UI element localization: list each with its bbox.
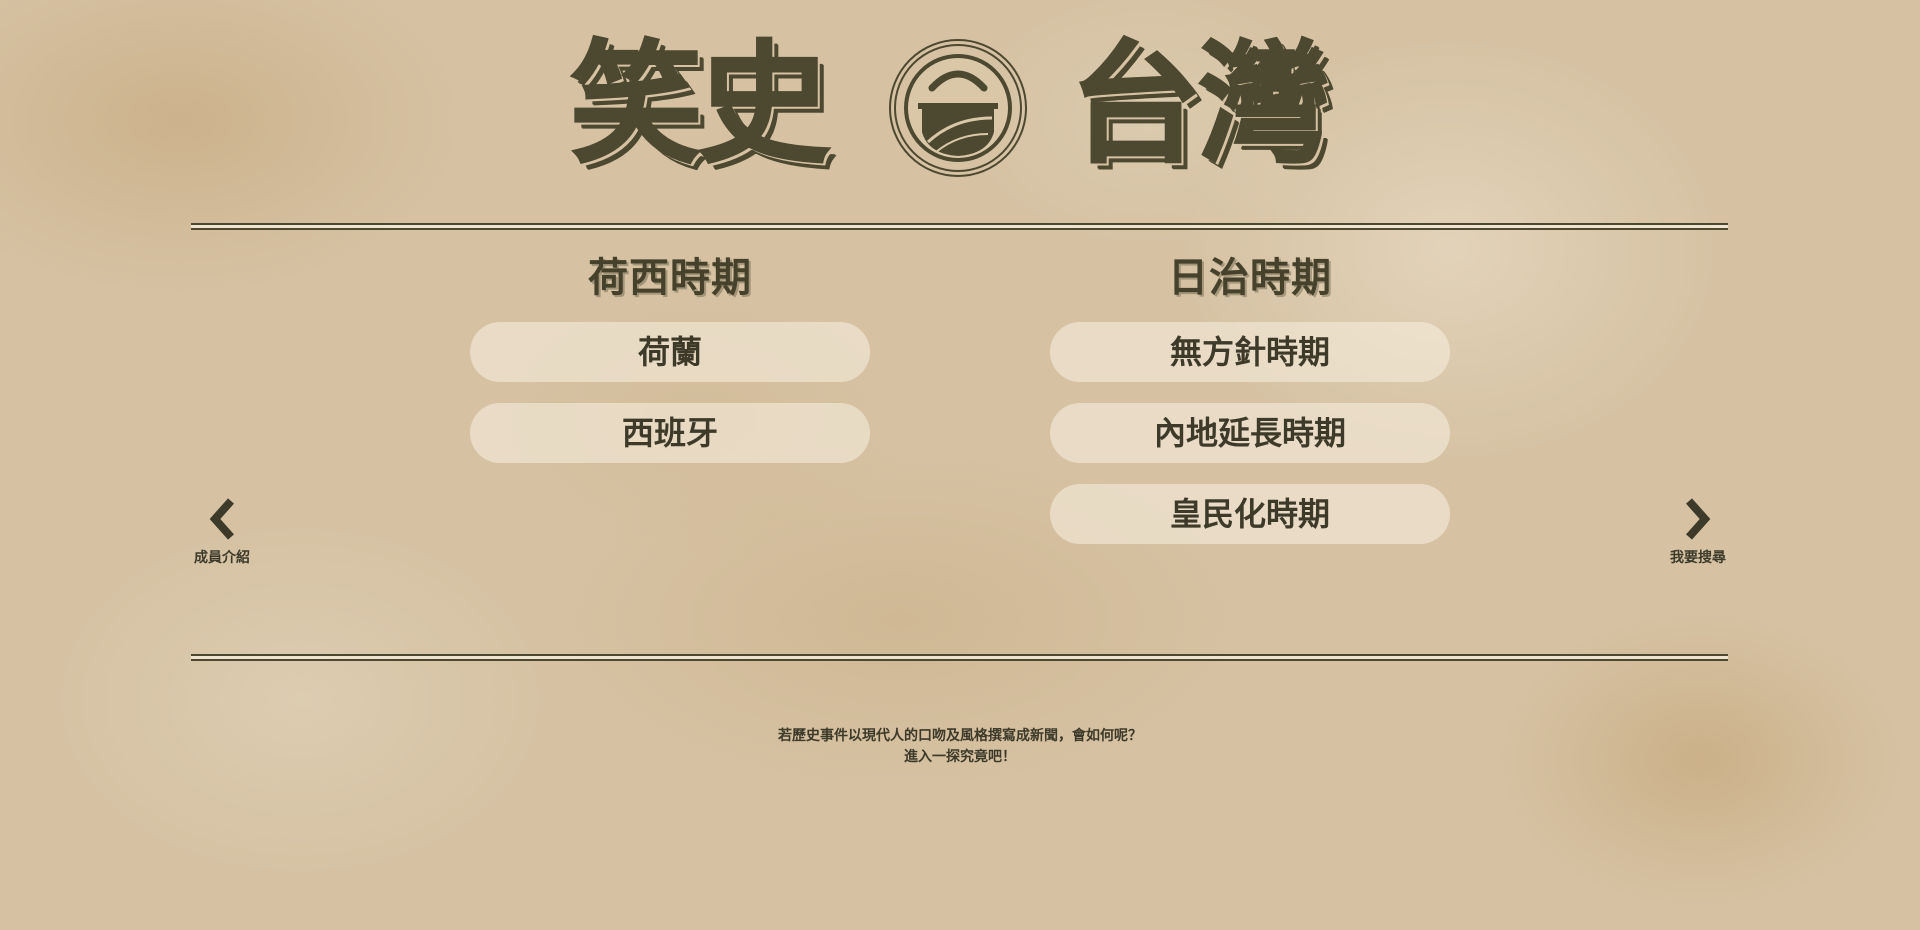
logo-text-left: 笑史 xyxy=(569,28,831,182)
tagline-line-2: 進入一探究竟吧！ xyxy=(904,749,1016,765)
era-title: 荷西時期 xyxy=(588,255,752,301)
logo-text-right: 台灣 xyxy=(1069,28,1331,182)
top-divider xyxy=(191,223,1728,230)
taiwan-emblem-icon xyxy=(889,39,1027,177)
era-title: 日治時期 xyxy=(1168,255,1332,301)
era-column-japanese-rule: 日治時期 無方針時期 內地延長時期 皇民化時期 xyxy=(1050,250,1450,565)
era-item-kominka-period[interactable]: 皇民化時期 xyxy=(1050,484,1450,544)
bottom-divider xyxy=(191,654,1728,661)
chevron-left-icon xyxy=(209,498,234,540)
prev-members-link[interactable]: 成員介紹 xyxy=(182,497,262,567)
era-item-no-policy-period[interactable]: 無方針時期 xyxy=(1050,322,1450,382)
era-item-homeland-extension-period[interactable]: 內地延長時期 xyxy=(1050,403,1450,463)
era-item-spain[interactable]: 西班牙 xyxy=(470,403,870,463)
next-search-link[interactable]: 我要搜尋 xyxy=(1658,497,1738,567)
chevron-right-icon xyxy=(1686,498,1711,540)
prev-nav-label: 成員介紹 xyxy=(194,550,250,566)
era-column-dutch-spanish: 荷西時期 荷蘭 西班牙 xyxy=(470,250,870,484)
site-logo[interactable]: 笑史 台灣 xyxy=(569,28,1350,188)
tagline: 若歷史事件以現代人的口吻及風格撰寫成新聞，會如何呢？ 進入一探究竟吧！ xyxy=(560,726,1360,768)
era-item-netherlands[interactable]: 荷蘭 xyxy=(470,322,870,382)
tagline-line-1: 若歷史事件以現代人的口吻及風格撰寫成新聞，會如何呢？ xyxy=(778,728,1142,744)
next-nav-label: 我要搜尋 xyxy=(1670,550,1726,566)
